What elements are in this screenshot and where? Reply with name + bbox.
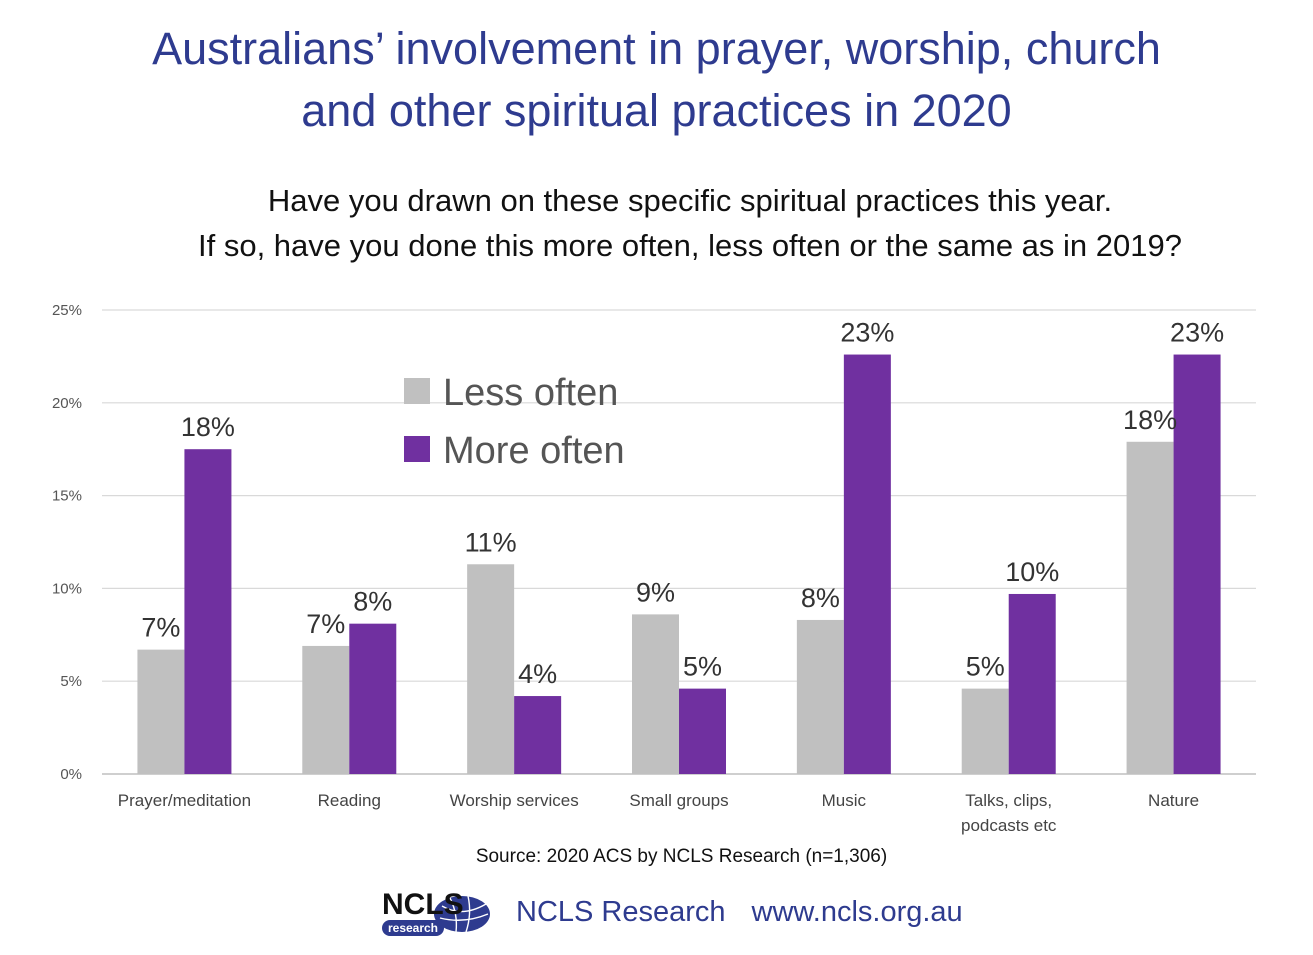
- bar-more-often-4: [843, 354, 891, 774]
- category-label-5: Talks, clips, podcasts etc: [961, 791, 1057, 835]
- y-tick-label-5: 25%: [52, 302, 82, 319]
- category-label-1: Reading: [318, 791, 381, 810]
- data-label-more-often-3: 5%: [683, 652, 722, 682]
- data-label-more-often-6: 23%: [1170, 318, 1224, 348]
- category-label-4: Music: [822, 791, 867, 810]
- org-url-link[interactable]: www.ncls.org.au: [751, 895, 963, 928]
- y-tick-label-3: 15%: [52, 488, 82, 505]
- org-name: NCLS Research: [516, 895, 726, 928]
- category-label-line: Music: [822, 791, 867, 810]
- question-line-2: If so, have you done this more often, le…: [198, 228, 1182, 263]
- category-label-0: Prayer/meditation: [118, 791, 251, 810]
- category-label-line: Nature: [1148, 791, 1199, 810]
- legend-swatch-less-often: [404, 378, 430, 404]
- source-note: Source: 2020 ACS by NCLS Research (n=1,3…: [475, 846, 888, 867]
- category-label-line: Worship services: [450, 791, 579, 810]
- bar-less-often-6: [1126, 441, 1174, 774]
- y-axis-ticks: 0% 5% 10% 15% 20% 25%: [52, 302, 82, 783]
- logo-wordmark: NCLS: [382, 888, 464, 921]
- y-tick-label-0: 0%: [60, 766, 82, 783]
- bar-more-often-3: [679, 688, 726, 774]
- bar-less-often-0: [137, 649, 185, 774]
- category-label-line: podcasts etc: [961, 816, 1057, 835]
- category-label-line: Prayer/meditation: [118, 791, 251, 810]
- data-label-more-often-2: 4%: [518, 659, 557, 689]
- data-label-less-often-6: 18%: [1123, 405, 1177, 435]
- bar-more-often-1: [349, 623, 397, 774]
- category-label-line: Talks, clips,: [965, 791, 1052, 810]
- bar-less-often-3: [632, 614, 679, 774]
- data-label-more-often-1: 8%: [353, 587, 392, 617]
- title-line-2: and other spiritual practices in 2020: [301, 85, 1012, 136]
- data-labels: 7% 18% 7% 8% 11% 4% 9% 5% 8% 23% 5% 10% 18% 23%: [141, 318, 1224, 690]
- data-label-less-often-2: 11%: [465, 527, 517, 557]
- y-tick-label-2: 10%: [52, 580, 82, 597]
- survey-question: Have you drawn on these specific spiritu…: [100, 178, 1280, 268]
- category-label-3: Small groups: [629, 791, 728, 810]
- bar-less-often-5: [961, 688, 1009, 774]
- category-label-line: Reading: [318, 791, 381, 810]
- legend-swatch-more-often: [404, 436, 430, 462]
- data-label-less-often-3: 9%: [636, 577, 675, 607]
- bars: [137, 354, 1221, 774]
- logo-subtext: research: [388, 921, 438, 935]
- bar-more-often-0: [184, 449, 232, 774]
- data-label-more-often-4: 23%: [840, 318, 894, 348]
- chart-title: Australians’ involvement in prayer, wors…: [0, 18, 1313, 142]
- bar-more-often-2: [514, 696, 562, 774]
- ncls-logo: NCLS research: [382, 888, 490, 936]
- category-labels: Prayer/meditation Reading Worship services…: [118, 791, 1199, 835]
- bar-less-often-4: [796, 619, 844, 774]
- bar-less-often-2: [467, 564, 515, 774]
- question-line-1: Have you drawn on these specific spiritu…: [267, 183, 1113, 218]
- data-label-more-often-5: 10%: [1005, 557, 1059, 587]
- data-label-less-often-4: 8%: [801, 583, 840, 613]
- legend: Less often More often: [404, 372, 625, 472]
- bar-more-often-5: [1008, 593, 1056, 774]
- category-label-6: Nature: [1148, 791, 1199, 810]
- data-label-more-often-0: 18%: [181, 412, 235, 442]
- y-tick-label-1: 5%: [60, 673, 82, 690]
- bar-more-often-6: [1173, 354, 1221, 774]
- data-label-less-often-1: 7%: [306, 609, 345, 639]
- category-label-2: Worship services: [450, 791, 579, 810]
- category-label-line: Small groups: [629, 791, 728, 810]
- footer-branding: NCLS research NCLS Research www.ncls.org…: [380, 882, 963, 942]
- y-tick-label-4: 20%: [52, 395, 82, 412]
- legend-label-less-often: Less often: [443, 372, 618, 414]
- title-line-1: Australians’ involvement in prayer, wors…: [152, 23, 1161, 74]
- data-label-less-often-0: 7%: [141, 613, 180, 643]
- legend-label-more-often: More often: [443, 430, 625, 472]
- bar-chart: 0% 5% 10% 15% 20% 25% 7% 18% 7% 8% 11% 4% 9% 5% 8% 23%…: [52, 302, 1256, 835]
- bar-less-often-1: [302, 645, 350, 774]
- data-label-less-often-5: 5%: [966, 652, 1005, 682]
